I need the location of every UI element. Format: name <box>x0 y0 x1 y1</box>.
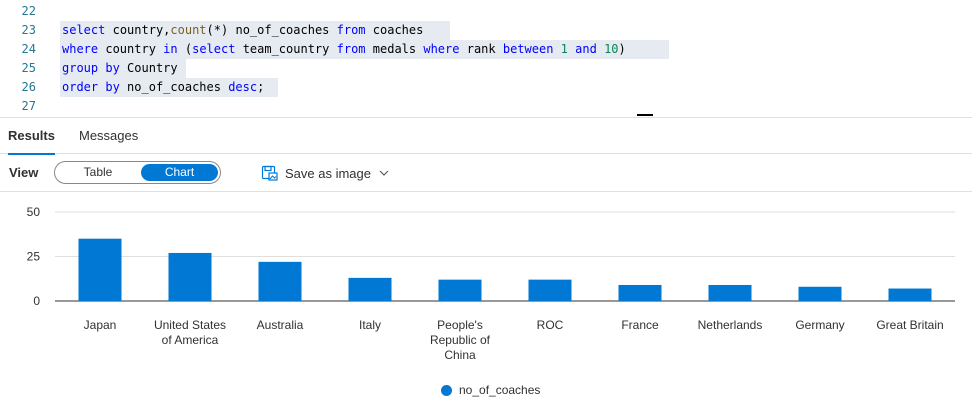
selection-highlight <box>60 59 186 78</box>
line-number: 23 <box>21 23 36 37</box>
chevron-down-icon <box>378 167 390 179</box>
results-tabs: Results Messages <box>0 117 972 155</box>
line-number: 25 <box>21 61 36 75</box>
chart-bar[interactable] <box>618 284 662 301</box>
line-number: 26 <box>21 80 36 94</box>
code-line[interactable]: 22 <box>0 2 972 21</box>
bar-chart: 0 25 50 Japan United States of America Austral… <box>27 205 955 362</box>
tab-results[interactable]: Results <box>8 118 55 155</box>
line-number: 27 <box>21 99 36 113</box>
line-number: 24 <box>21 42 36 56</box>
code-line[interactable]: 26 order by no_of_coaches desc; <box>0 78 972 97</box>
chart-bar[interactable] <box>528 279 572 301</box>
results-toolbar: View Table Chart Save as image <box>0 154 972 192</box>
code-text[interactable]: select country,count(*) no_of_coaches fr… <box>62 23 424 37</box>
chart-bar[interactable] <box>168 252 212 301</box>
x-tick-label: France <box>621 318 659 332</box>
x-tick-label: United States of America <box>154 318 226 347</box>
view-toggle[interactable]: Table Chart <box>54 161 221 184</box>
results-chart: 0 25 50 Japan United States of America Austral… <box>0 193 972 406</box>
x-tick-label: Japan <box>84 318 117 332</box>
x-tick-label: ROC <box>537 318 564 332</box>
x-tick-label: Netherlands <box>698 318 763 332</box>
y-tick-label: 25 <box>27 250 41 264</box>
save-image-icon <box>261 165 278 181</box>
chart-bar[interactable] <box>888 288 932 301</box>
code-text[interactable]: where country in (select team_country fr… <box>62 42 626 56</box>
splitter-handle[interactable] <box>637 114 653 116</box>
chart-bar[interactable] <box>798 286 842 301</box>
chart-legend[interactable]: no_of_coaches <box>441 383 540 397</box>
y-tick-label: 0 <box>33 294 40 308</box>
x-tick-label: Great Britain <box>876 318 943 332</box>
selection-highlight <box>60 78 278 97</box>
x-tick-label: Italy <box>359 318 381 332</box>
code-line[interactable]: 23 select country,count(*) no_of_coaches… <box>0 21 972 40</box>
legend-marker <box>441 384 452 396</box>
save-as-image-button[interactable]: Save as image <box>261 161 390 185</box>
selection-highlight <box>60 21 450 40</box>
chart-bar[interactable] <box>258 261 302 301</box>
save-as-image-label: Save as image <box>285 165 371 181</box>
code-text[interactable]: group by Country <box>62 61 178 75</box>
legend-label: no_of_coaches <box>459 383 541 397</box>
x-tick-label: Australia <box>257 318 304 332</box>
query-editor[interactable]: 22 23 select country,count(*) no_of_coac… <box>0 0 972 117</box>
chart-bar[interactable] <box>438 279 482 301</box>
chart-view-option[interactable]: Chart <box>141 164 218 181</box>
chart-bar[interactable] <box>708 284 752 301</box>
code-line[interactable]: 25 group by Country <box>0 59 972 78</box>
line-number: 22 <box>21 4 36 18</box>
table-view-option[interactable]: Table <box>83 165 113 179</box>
chart-bar[interactable] <box>78 238 122 301</box>
code-line[interactable]: 27 <box>0 97 972 116</box>
code-text[interactable]: order by no_of_coaches desc; <box>62 80 265 94</box>
view-label: View <box>9 165 39 180</box>
chart-bar[interactable] <box>348 277 392 301</box>
selection-highlight <box>60 40 669 59</box>
tab-messages[interactable]: Messages <box>79 128 139 143</box>
x-tick-label: Germany <box>795 318 844 332</box>
x-tick-label: People's Republic of China <box>430 318 491 362</box>
y-tick-label: 50 <box>27 205 41 219</box>
code-line[interactable]: 24 where country in (select team_country… <box>0 40 972 59</box>
